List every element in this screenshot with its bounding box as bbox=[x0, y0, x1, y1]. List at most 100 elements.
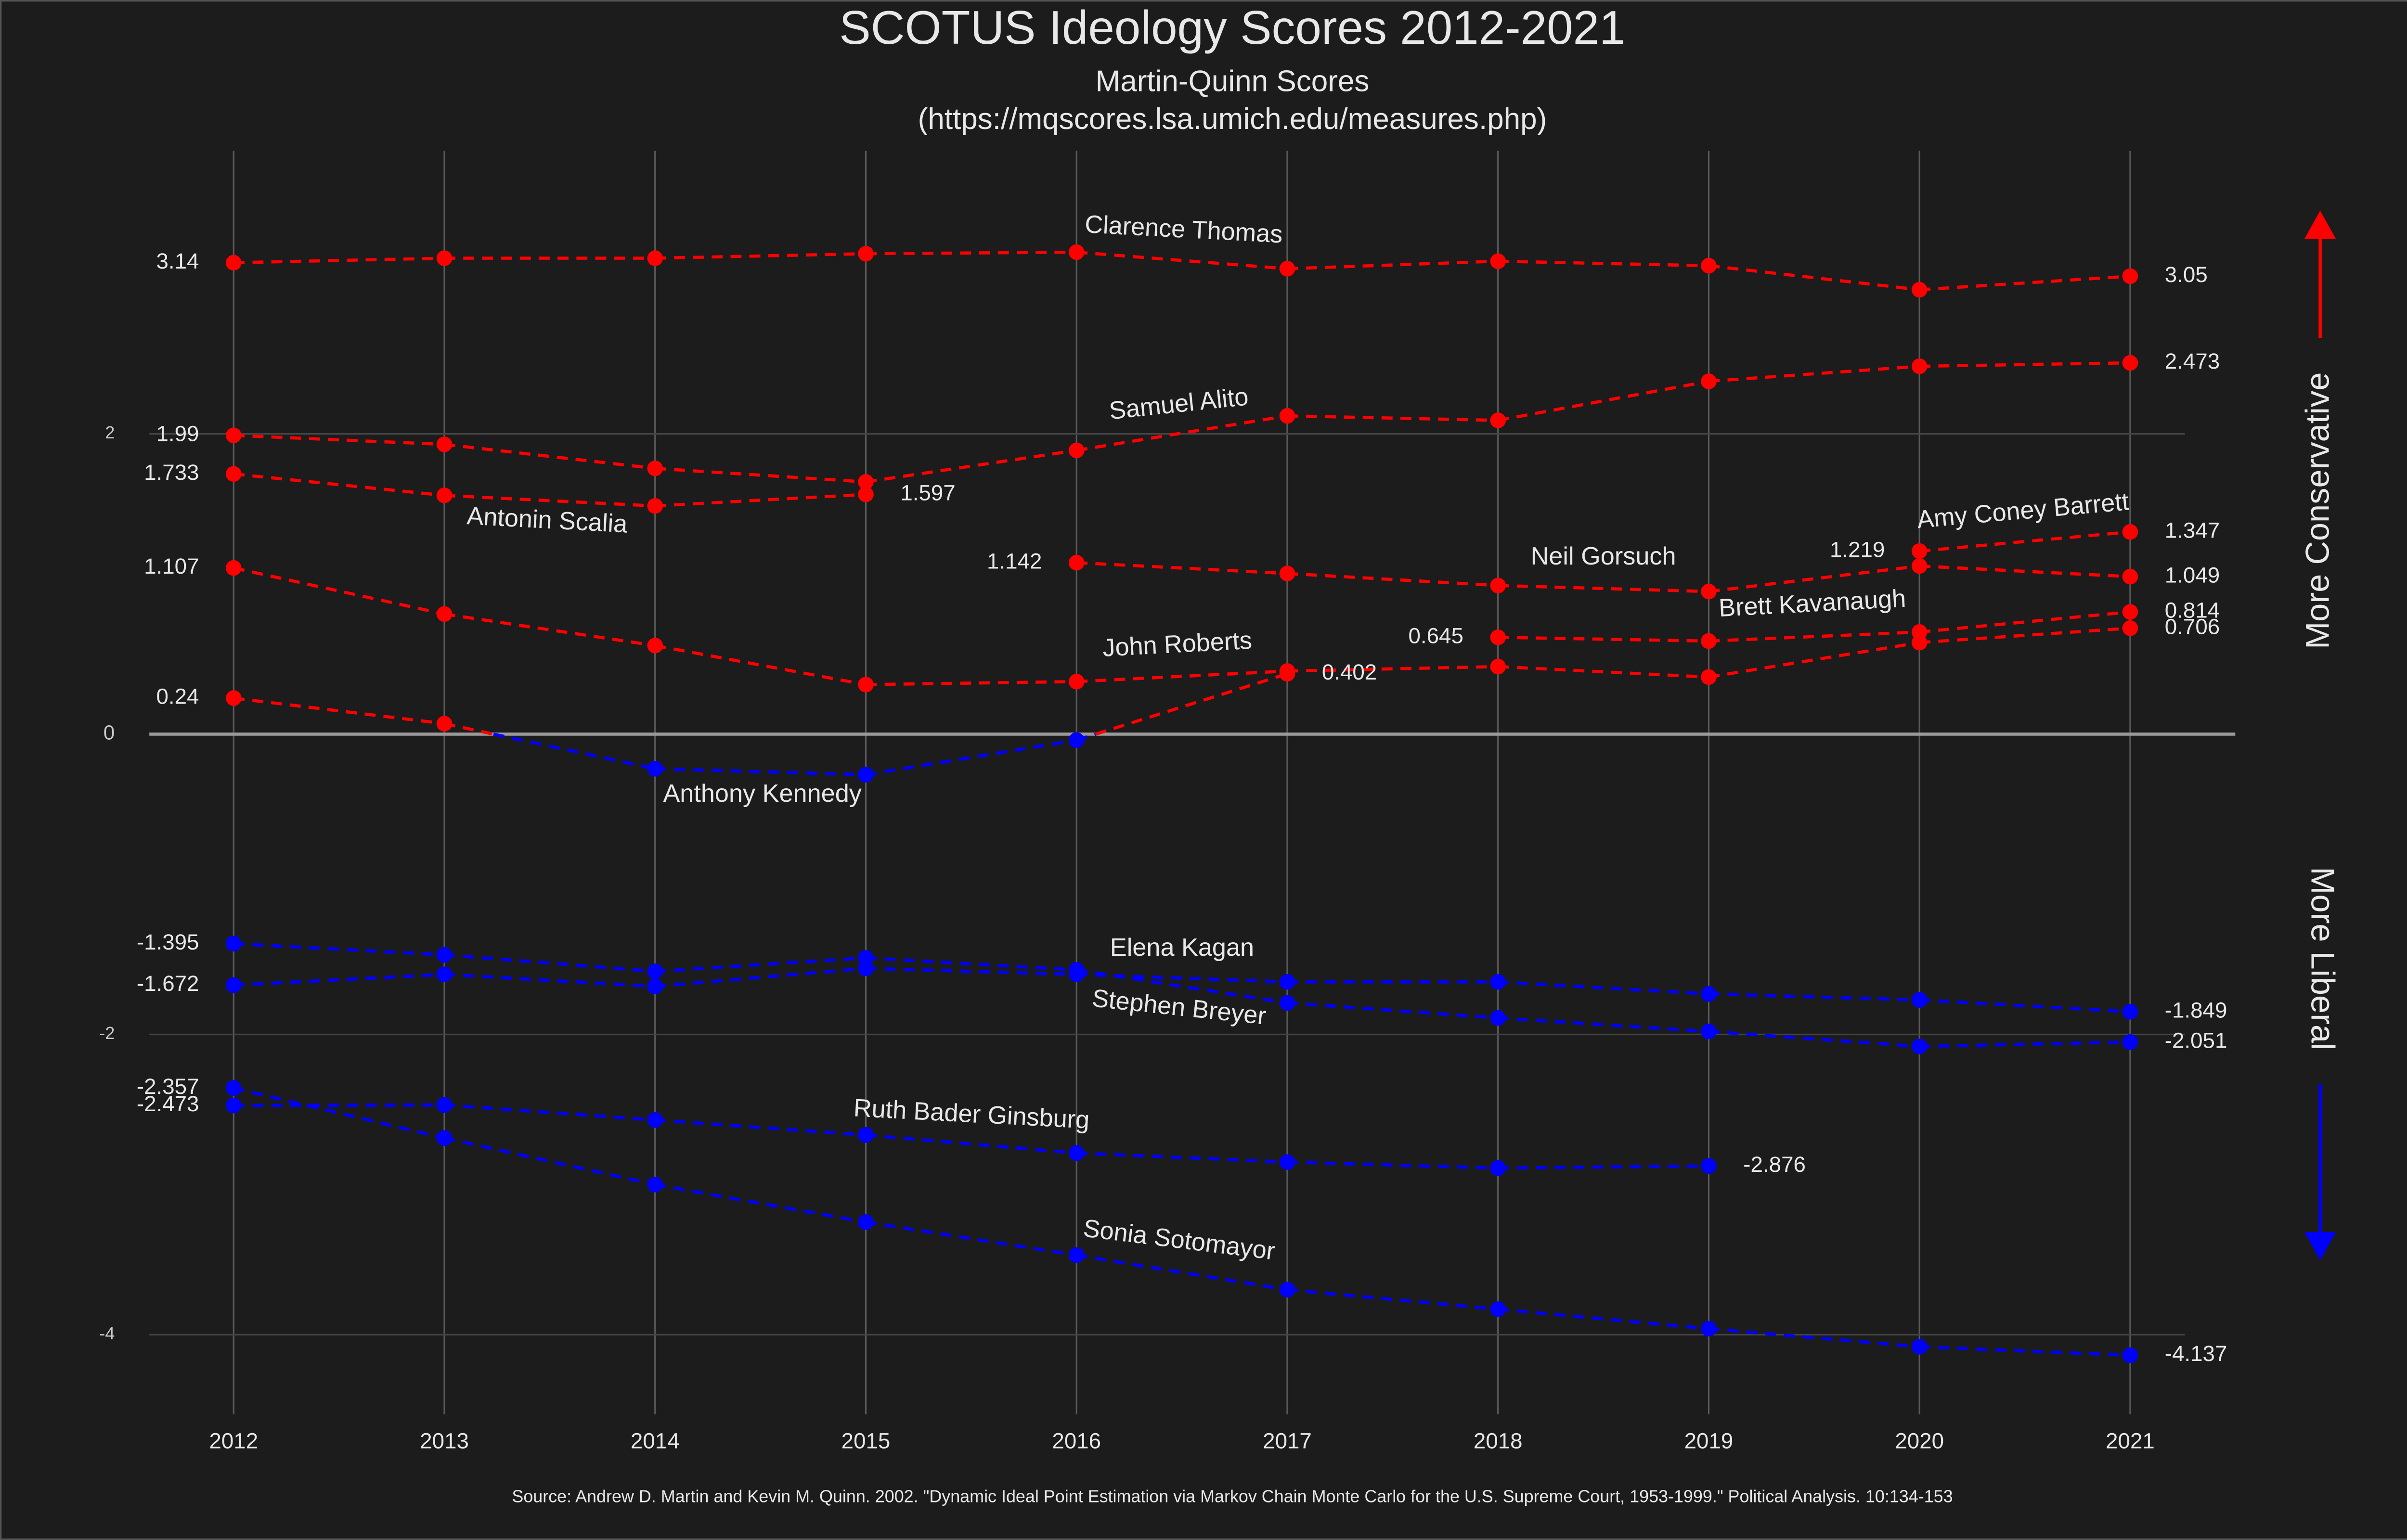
data-point bbox=[1279, 974, 1295, 990]
series-name: Neil Gorsuch bbox=[1531, 542, 1676, 570]
data-point bbox=[225, 1097, 242, 1114]
data-point bbox=[1279, 408, 1295, 424]
data-point bbox=[1068, 732, 1085, 748]
line-segment bbox=[655, 467, 866, 484]
value-label: 3.14 bbox=[156, 249, 199, 273]
line-segment bbox=[655, 767, 866, 777]
data-point bbox=[858, 1127, 874, 1143]
line-segment bbox=[1919, 610, 2131, 634]
data-point bbox=[1068, 673, 1085, 690]
data-point bbox=[1490, 974, 1506, 990]
data-point bbox=[1068, 554, 1085, 571]
line-segment bbox=[1095, 672, 1288, 736]
data-point bbox=[225, 1080, 242, 1096]
data-point bbox=[2122, 1347, 2138, 1363]
value-label: 3.05 bbox=[2165, 262, 2208, 287]
x-tick-label: 2013 bbox=[420, 1429, 469, 1453]
line-segment bbox=[233, 1086, 445, 1140]
line-segment bbox=[233, 696, 445, 725]
line-segment bbox=[1287, 1160, 1498, 1170]
x-tick-label: 2016 bbox=[1052, 1429, 1101, 1453]
chart-title: SCOTUS Ideology Scores 2012-2021 bbox=[839, 1, 1625, 54]
data-point bbox=[1701, 583, 1717, 600]
data-point bbox=[2122, 268, 2138, 284]
line-segment bbox=[1919, 1040, 2131, 1048]
line-segment bbox=[655, 1118, 866, 1137]
data-point bbox=[436, 488, 453, 503]
line-segment bbox=[1919, 998, 2131, 1014]
line-segment bbox=[1287, 665, 1498, 673]
data-point bbox=[436, 716, 453, 732]
line-segment bbox=[1498, 636, 1709, 643]
value-label: -4.137 bbox=[2165, 1341, 2227, 1366]
line-segment bbox=[233, 566, 445, 616]
line-segment bbox=[1498, 1308, 1709, 1331]
line-segment bbox=[1708, 630, 1920, 643]
data-point bbox=[1701, 1023, 1717, 1040]
line-segment bbox=[1919, 626, 2131, 644]
line-segment bbox=[1498, 1016, 1709, 1033]
data-point bbox=[2122, 620, 2138, 636]
value-label: -1.849 bbox=[2165, 998, 2227, 1022]
line-segment bbox=[1498, 259, 1709, 268]
data-point bbox=[1490, 253, 1506, 270]
data-point bbox=[1911, 992, 1928, 1008]
value-label: 1.99 bbox=[156, 422, 199, 446]
data-point bbox=[1490, 412, 1506, 428]
line-segment bbox=[444, 494, 655, 508]
data-point bbox=[1068, 1247, 1085, 1263]
line-segment bbox=[865, 738, 1077, 776]
line-segment bbox=[1498, 380, 1709, 422]
data-point bbox=[1911, 1339, 1928, 1355]
data-point bbox=[1701, 986, 1717, 1002]
line-segment bbox=[444, 1136, 656, 1186]
value-label: -2.051 bbox=[2165, 1028, 2227, 1052]
line-segment bbox=[866, 250, 1077, 256]
x-tick-label: 2020 bbox=[1895, 1429, 1944, 1453]
data-point bbox=[647, 460, 663, 476]
value-label: 1.142 bbox=[987, 549, 1042, 573]
line-segment bbox=[1708, 992, 1920, 1001]
value-label: 0.402 bbox=[1322, 660, 1377, 684]
line-segment bbox=[1708, 564, 1920, 593]
data-point bbox=[647, 250, 663, 266]
line-segment bbox=[233, 472, 445, 497]
data-point bbox=[1701, 669, 1717, 685]
data-point bbox=[225, 977, 242, 993]
data-point bbox=[1068, 442, 1085, 459]
data-point bbox=[1490, 1010, 1506, 1026]
value-label: 1.219 bbox=[1830, 537, 1885, 562]
data-point bbox=[436, 1097, 453, 1113]
data-point bbox=[647, 1112, 663, 1128]
data-point bbox=[1279, 995, 1295, 1011]
data-point bbox=[2122, 604, 2138, 620]
data-point bbox=[1490, 1301, 1506, 1317]
data-point bbox=[436, 250, 453, 266]
data-point bbox=[1701, 257, 1717, 274]
value-label: 2.473 bbox=[2165, 349, 2220, 373]
axis-annotation: More Conservative bbox=[2299, 372, 2336, 649]
data-point bbox=[1279, 666, 1295, 682]
value-label: -2.876 bbox=[1743, 1152, 1806, 1177]
value-label: -2.357 bbox=[137, 1074, 199, 1099]
line-segment bbox=[233, 434, 445, 446]
data-point bbox=[1911, 624, 1928, 640]
line-segment bbox=[1076, 973, 1288, 984]
chart-subtitle: (https://mqscores.lsa.umich.edu/measures… bbox=[918, 103, 1547, 136]
line-segment bbox=[1708, 1029, 1920, 1048]
line-segment bbox=[1708, 264, 1920, 292]
line-segment bbox=[655, 1183, 867, 1224]
x-tick-label: 2019 bbox=[1684, 1429, 1734, 1453]
data-point bbox=[1068, 1145, 1085, 1161]
data-point bbox=[1068, 966, 1085, 983]
line-segment bbox=[1498, 584, 1709, 593]
data-point bbox=[647, 498, 663, 514]
line-segment bbox=[1076, 669, 1288, 683]
line-segment bbox=[1708, 1327, 1920, 1348]
data-point bbox=[1490, 1160, 1506, 1176]
value-label: -1.672 bbox=[137, 971, 199, 996]
data-point bbox=[858, 245, 874, 262]
data-point bbox=[858, 486, 874, 502]
x-tick-label: 2018 bbox=[1474, 1429, 1523, 1453]
line-segment bbox=[655, 644, 867, 686]
